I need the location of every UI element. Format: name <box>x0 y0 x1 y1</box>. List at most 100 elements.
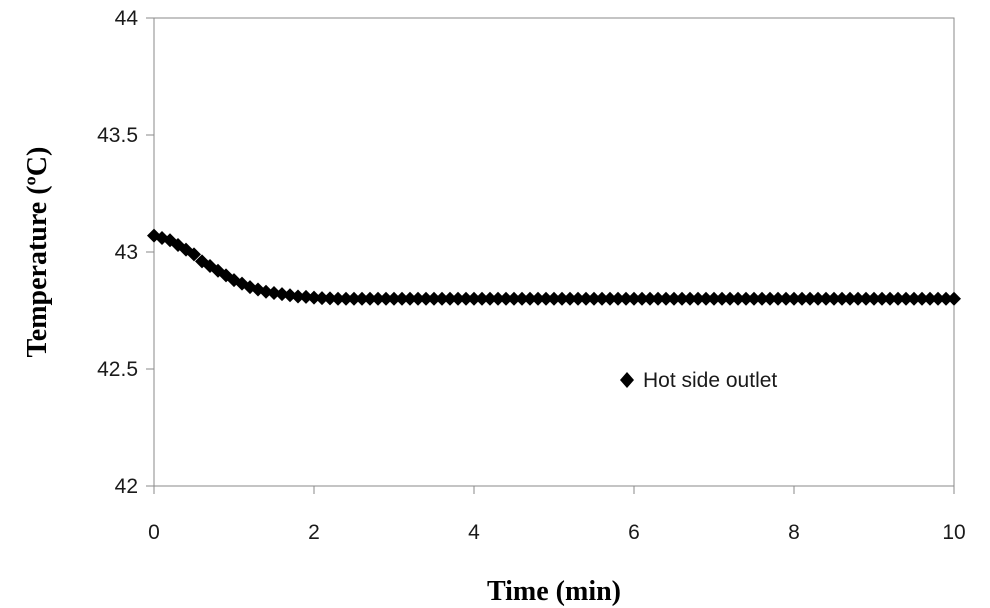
data-point <box>931 291 945 306</box>
data-point <box>795 291 809 306</box>
data-point <box>467 291 481 306</box>
data-point <box>867 291 881 306</box>
data-point <box>443 291 457 306</box>
data-point <box>347 291 361 306</box>
data-point <box>739 291 753 306</box>
data-point <box>483 291 497 306</box>
data-point <box>763 291 777 306</box>
data-point <box>803 291 817 306</box>
data-point <box>395 291 409 306</box>
y-axis-title: Temperature (ºC) <box>22 147 53 358</box>
y-tick-label: 43.5 <box>97 124 138 147</box>
data-point <box>883 291 897 306</box>
data-point <box>651 291 665 306</box>
data-point <box>515 291 529 306</box>
y-tick-label: 42.5 <box>97 358 138 381</box>
data-point <box>491 291 505 306</box>
data-point <box>507 291 521 306</box>
data-point <box>635 291 649 306</box>
data-point <box>371 291 385 306</box>
legend-label: Hot side outlet <box>643 369 777 392</box>
data-point <box>835 291 849 306</box>
data-point <box>587 291 601 306</box>
data-point <box>363 291 377 306</box>
data-point <box>427 291 441 306</box>
data-point <box>875 291 889 306</box>
data-point <box>595 291 609 306</box>
y-tick-label: 43 <box>115 241 138 264</box>
data-point <box>539 291 553 306</box>
data-point <box>787 291 801 306</box>
data-point <box>899 291 913 306</box>
data-point <box>723 291 737 306</box>
data-point <box>819 291 833 306</box>
x-tick-label: 10 <box>942 521 965 544</box>
data-point <box>915 291 929 306</box>
plot-area <box>153 17 955 487</box>
data-point <box>435 291 449 306</box>
data-point <box>843 291 857 306</box>
data-point <box>779 291 793 306</box>
data-point <box>755 291 769 306</box>
data-point <box>563 291 577 306</box>
data-point <box>907 291 921 306</box>
data-point <box>707 291 721 306</box>
data-point <box>459 291 473 306</box>
data-point <box>643 291 657 306</box>
data-point <box>379 291 393 306</box>
data-point <box>579 291 593 306</box>
data-point <box>411 291 425 306</box>
x-axis-ticks: 0 2 4 6 8 10 <box>148 486 966 544</box>
x-tick-label: 6 <box>628 521 640 544</box>
data-point <box>315 291 329 306</box>
data-point <box>667 291 681 306</box>
data-point <box>811 291 825 306</box>
data-point <box>523 291 537 306</box>
data-point <box>291 289 305 304</box>
data-point <box>323 291 337 306</box>
data-point <box>947 291 961 306</box>
data-point <box>475 291 489 306</box>
y-axis-ticks: 42 42.5 43 43.5 44 <box>97 7 154 498</box>
y-tick-label: 44 <box>115 7 139 30</box>
data-point <box>603 291 617 306</box>
x-tick-label: 0 <box>148 521 160 544</box>
data-point <box>923 291 937 306</box>
data-point <box>715 291 729 306</box>
data-point <box>691 291 705 306</box>
data-point <box>499 291 513 306</box>
y-tick-label: 42 <box>115 475 138 498</box>
data-point <box>419 291 433 306</box>
x-axis-title: Time (min) <box>487 576 621 607</box>
data-point <box>699 291 713 306</box>
data-point <box>675 291 689 306</box>
x-tick-label: 8 <box>788 521 800 544</box>
data-point <box>307 290 321 305</box>
data-point <box>299 289 313 304</box>
data-point <box>939 291 953 306</box>
data-point <box>451 291 465 306</box>
data-point <box>683 291 697 306</box>
data-point <box>555 291 569 306</box>
data-point <box>339 291 353 306</box>
data-point <box>403 291 417 306</box>
data-point <box>731 291 745 306</box>
x-tick-label: 2 <box>308 521 320 544</box>
data-point <box>331 291 345 306</box>
legend-marker-diamond <box>620 372 634 388</box>
data-point <box>547 291 561 306</box>
data-point <box>747 291 761 306</box>
data-point <box>571 291 585 306</box>
x-tick-label: 4 <box>468 521 480 544</box>
data-point <box>619 291 633 306</box>
data-point <box>827 291 841 306</box>
data-point <box>659 291 673 306</box>
data-point <box>627 291 641 306</box>
data-point <box>355 291 369 306</box>
data-point <box>387 291 401 306</box>
data-point <box>531 291 545 306</box>
data-point <box>187 247 201 262</box>
data-point <box>611 291 625 306</box>
data-point <box>851 291 865 306</box>
